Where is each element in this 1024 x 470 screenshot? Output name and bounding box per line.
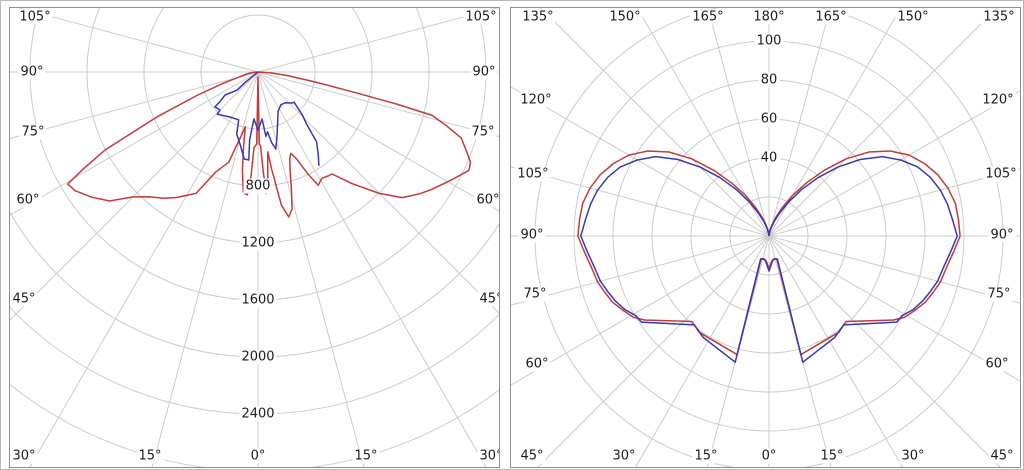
grid-spoke <box>511 235 770 306</box>
angle-label: 105° <box>17 9 53 25</box>
grid-spoke <box>257 71 499 138</box>
angle-label: 180° <box>751 9 787 25</box>
polar-chart-right: 40 60 80 100 135° 150° 165° 180° 165° 150° 135° 120… <box>510 7 1021 468</box>
ring-label: 40 <box>758 150 780 166</box>
grid-spoke <box>768 8 998 237</box>
ring-label: 100 <box>754 33 784 49</box>
grid-spoke <box>768 235 1020 304</box>
grid-spoke <box>511 166 770 237</box>
grid-spoke <box>768 235 903 467</box>
ring-label: 1600 <box>239 292 277 308</box>
grid-spoke <box>768 168 1020 237</box>
angle-label: 75° <box>521 286 549 302</box>
grid-spoke <box>257 71 365 467</box>
grid-spoke <box>768 90 1020 237</box>
grid-spoke <box>706 235 770 467</box>
angle-label: 15° <box>352 448 380 464</box>
angle-label: 45° <box>988 448 1016 464</box>
grid-spoke <box>17 8 259 73</box>
angle-label: 0° <box>759 448 779 464</box>
angle-label: 75° <box>985 286 1013 302</box>
angle-label: 75° <box>469 124 497 140</box>
ring-label: 2000 <box>239 349 277 365</box>
ring-label: 1200 <box>239 235 277 251</box>
grid-spoke <box>257 71 499 212</box>
angle-label: 165° <box>690 9 726 25</box>
angle-label: 60° <box>523 356 551 372</box>
grid-spoke <box>768 235 832 467</box>
angle-label: 15° <box>136 448 164 464</box>
angle-label: 60° <box>474 192 500 208</box>
red-curve <box>66 71 472 218</box>
angle-label: 120° <box>980 92 1016 108</box>
grid-spoke <box>151 71 259 467</box>
angle-label: 135° <box>520 9 556 25</box>
grid-spoke <box>257 71 487 467</box>
grid-spoke <box>768 8 831 237</box>
grid-spoke <box>768 235 1020 382</box>
blue-curve <box>580 155 958 363</box>
angle-label: 90° <box>518 227 546 243</box>
angle-label: 0° <box>248 448 268 464</box>
blue-curve <box>214 71 320 166</box>
grid-spoke <box>707 8 770 237</box>
grid-spoke <box>768 235 1001 467</box>
ring-label: 60 <box>758 111 780 127</box>
angle-label: 15° <box>818 448 846 464</box>
grid-spoke <box>511 235 770 386</box>
grid-spoke <box>537 235 770 467</box>
angle-label: 60° <box>983 356 1011 372</box>
grid-spoke <box>768 8 902 237</box>
angle-label: 45° <box>10 291 38 307</box>
angle-label: 105° <box>983 166 1019 182</box>
grid-spoke <box>10 71 259 216</box>
angle-label: 30° <box>899 448 927 464</box>
angle-label: 30° <box>610 448 638 464</box>
angle-label: 45° <box>477 291 499 307</box>
angle-label: 90° <box>18 64 46 80</box>
grid-spoke <box>10 71 259 139</box>
angle-label: 90° <box>988 227 1016 243</box>
angle-label: 135° <box>981 9 1017 25</box>
angle-label: 30° <box>477 448 499 464</box>
grid-spoke <box>635 235 770 467</box>
angle-label: 105° <box>463 9 499 25</box>
angle-label: 105° <box>515 166 551 182</box>
grid-spoke <box>540 8 770 237</box>
polar-chart-left: 800 1200 1600 2000 2400 105° 90° 75° 60° 45° 30° 15… <box>9 7 500 468</box>
ring-label: 2400 <box>239 406 277 422</box>
grid-spoke <box>10 71 259 321</box>
angle-label: 165° <box>813 9 849 25</box>
angle-label: 150° <box>607 9 643 25</box>
grid-spoke <box>511 86 770 237</box>
angle-label: 75° <box>19 124 47 140</box>
grid-spoke <box>636 8 770 237</box>
angle-label: 150° <box>895 9 931 25</box>
grid-spoke <box>257 71 499 314</box>
ring-label: 80 <box>758 72 780 88</box>
angle-label: 90° <box>470 64 498 80</box>
angle-label: 15° <box>692 448 720 464</box>
ring-label: 800 <box>243 178 273 194</box>
angle-label: 30° <box>10 448 38 464</box>
grid-spoke <box>257 8 499 73</box>
angle-label: 45° <box>518 448 546 464</box>
angle-label: 120° <box>518 92 554 108</box>
angle-label: 60° <box>14 192 42 208</box>
